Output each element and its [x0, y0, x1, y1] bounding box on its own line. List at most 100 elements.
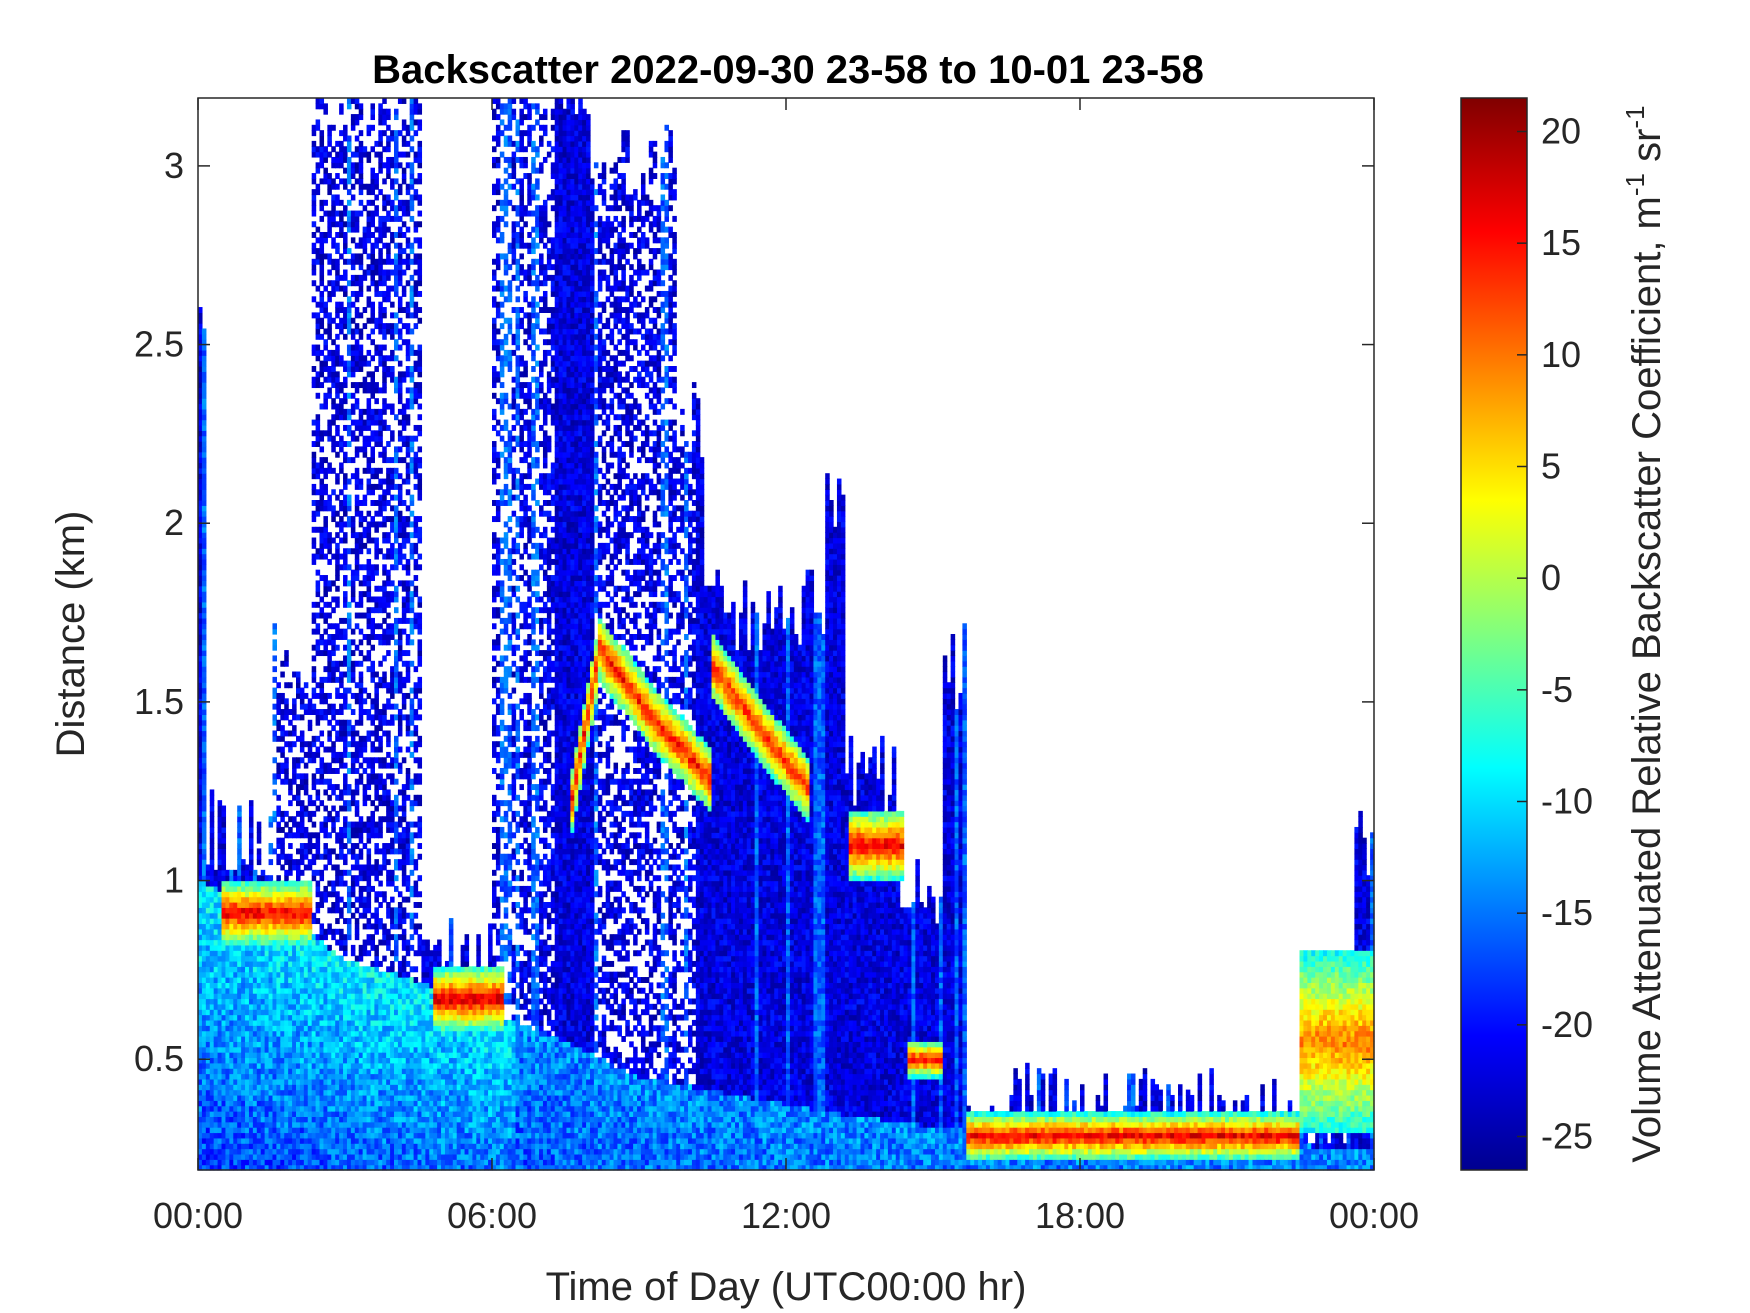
heatmap-cell [221, 1057, 227, 1064]
heatmap-cell [229, 1078, 234, 1085]
heatmap-cell [339, 307, 344, 313]
heatmap-cell [362, 1153, 368, 1160]
heatmap-cell [331, 768, 336, 774]
heatmap-cell [386, 1116, 391, 1123]
heatmap-cell [386, 703, 391, 710]
heatmap-cell [354, 1073, 360, 1080]
heatmap-cell [311, 462, 317, 469]
heatmap-cell [213, 1014, 219, 1021]
heatmap-cell [358, 1143, 364, 1150]
heatmap-cell [221, 998, 227, 1005]
heatmap-cell [311, 1057, 317, 1064]
heatmap-cell [198, 591, 203, 598]
heatmap-cell [264, 896, 270, 903]
heatmap-cell [382, 585, 387, 592]
heatmap-cell [201, 398, 207, 405]
heatmap-cell [366, 199, 372, 206]
heatmap-cell [386, 403, 391, 410]
heatmap-cell [201, 1041, 207, 1048]
heatmap-cell [394, 1057, 399, 1064]
heatmap-cell [315, 124, 321, 131]
heatmap-cell [292, 1105, 297, 1112]
heatmap-cell [288, 907, 293, 914]
heatmap-cell [335, 623, 340, 630]
heatmap-cell [378, 323, 383, 330]
heatmap-cell [237, 1073, 242, 1080]
heatmap-cell [276, 1143, 281, 1150]
heatmap-cell [323, 1025, 328, 1032]
heatmap-cell [378, 623, 383, 630]
heatmap-cell [319, 307, 325, 313]
heatmap-cell [327, 1003, 332, 1010]
heatmap-cell [335, 162, 340, 169]
heatmap-cell [343, 859, 348, 866]
heatmap-cell [343, 660, 348, 667]
heatmap-cell [397, 242, 403, 249]
heatmap-cell [225, 907, 230, 914]
heatmap-cell [382, 1094, 387, 1101]
heatmap-cell [296, 676, 301, 683]
heatmap-cell [374, 290, 379, 297]
heatmap-cell [358, 114, 364, 121]
heatmap-cell [335, 757, 340, 764]
heatmap-cell [358, 698, 364, 705]
heatmap-cell [319, 1025, 325, 1032]
heatmap-cell [221, 1137, 227, 1144]
heatmap-cell [315, 248, 321, 255]
heatmap-cell [303, 1046, 309, 1053]
heatmap-cell [229, 966, 234, 973]
heatmap-cell [280, 1009, 285, 1016]
heatmap-cell [331, 537, 336, 544]
heatmap-cell [225, 1084, 230, 1091]
heatmap-cell [311, 918, 317, 925]
heatmap-cell [303, 944, 309, 951]
heatmap-cell [358, 1137, 364, 1144]
heatmap-cell [205, 966, 211, 973]
heatmap-cell [209, 805, 215, 812]
heatmap-cell [323, 108, 328, 115]
heatmap-cell [394, 382, 399, 389]
heatmap-cell [394, 290, 399, 297]
heatmap-cell [252, 1137, 258, 1144]
heatmap-cell [268, 1105, 274, 1112]
heatmap-cell [339, 323, 344, 330]
heatmap-cell [354, 778, 360, 785]
heatmap-cell [339, 682, 344, 689]
heatmap-cell [358, 993, 364, 1000]
heatmap-cell [229, 960, 234, 967]
heatmap-cell [307, 993, 313, 1000]
heatmap-cell [374, 542, 379, 549]
heatmap-cell [268, 1100, 274, 1107]
heatmap-cell [358, 875, 364, 882]
heatmap-cell [374, 1105, 379, 1112]
heatmap-cell [280, 950, 285, 957]
heatmap-cell [272, 1111, 277, 1117]
heatmap-cell [370, 778, 375, 785]
heatmap-cell [276, 859, 281, 866]
heatmap-cell [260, 1003, 266, 1010]
heatmap-cell [390, 591, 395, 598]
heatmap-cell [315, 569, 321, 576]
heatmap-cell [394, 258, 399, 265]
heatmap-cell [350, 1068, 356, 1075]
heatmap-cell [335, 794, 340, 801]
heatmap-cell [209, 800, 215, 807]
heatmap-cell [319, 1121, 325, 1128]
heatmap-cell [221, 1078, 227, 1085]
heatmap-cell [331, 510, 336, 517]
heatmap-cell [378, 215, 383, 222]
heatmap-cell [241, 1057, 246, 1064]
heatmap-cell [264, 960, 270, 967]
heatmap-cell [323, 1068, 328, 1075]
heatmap-cell [346, 982, 352, 989]
heatmap-cell [315, 1089, 321, 1096]
heatmap-cell [386, 1062, 391, 1069]
heatmap-cell [237, 987, 242, 994]
heatmap-cell [209, 993, 215, 1000]
heatmap-cell [331, 1137, 336, 1144]
heatmap-cell [370, 869, 375, 876]
heatmap-cell [296, 875, 301, 882]
heatmap-cell [394, 939, 399, 946]
heatmap-cell [245, 880, 250, 887]
heatmap-cell [327, 317, 332, 324]
